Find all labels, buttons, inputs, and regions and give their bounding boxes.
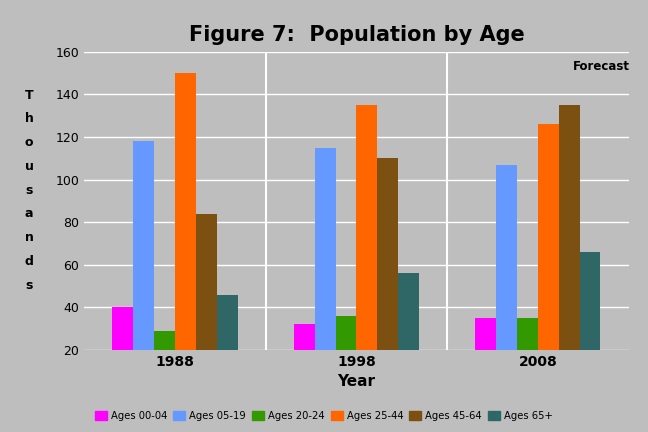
Text: T: T — [25, 89, 34, 102]
Title: Figure 7:  Population by Age: Figure 7: Population by Age — [189, 25, 524, 45]
Text: a: a — [25, 207, 34, 220]
Bar — [579, 252, 601, 393]
Bar — [175, 73, 196, 393]
Bar — [294, 324, 315, 393]
Bar — [154, 331, 175, 393]
Text: h: h — [25, 112, 34, 125]
Text: s: s — [25, 184, 33, 197]
Legend: Ages 00-04, Ages 05-19, Ages 20-24, Ages 25-44, Ages 45-64, Ages 65+: Ages 00-04, Ages 05-19, Ages 20-24, Ages… — [91, 407, 557, 425]
Text: Forecast: Forecast — [573, 60, 630, 73]
Bar — [112, 307, 133, 393]
Bar — [538, 124, 559, 393]
Text: u: u — [25, 160, 34, 173]
Bar — [475, 318, 496, 393]
Bar — [398, 273, 419, 393]
Bar — [356, 105, 377, 393]
Bar — [496, 165, 517, 393]
Bar — [517, 318, 538, 393]
Text: o: o — [25, 136, 34, 149]
Bar — [336, 316, 356, 393]
X-axis label: Year: Year — [338, 375, 375, 389]
Bar — [559, 105, 579, 393]
Bar — [133, 141, 154, 393]
Text: s: s — [25, 279, 33, 292]
Bar — [377, 158, 398, 393]
Bar — [315, 148, 336, 393]
Bar — [216, 295, 238, 393]
Bar — [196, 214, 216, 393]
Text: d: d — [25, 255, 34, 268]
Text: n: n — [25, 231, 34, 244]
